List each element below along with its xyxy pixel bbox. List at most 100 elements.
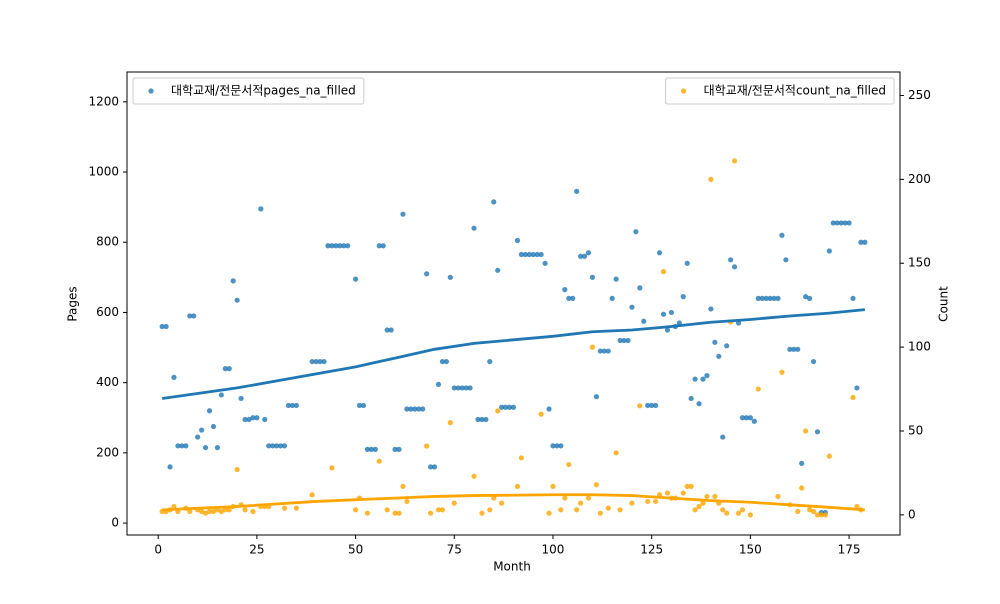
point [747, 415, 753, 421]
point [779, 232, 785, 238]
point [799, 460, 805, 466]
point [775, 295, 781, 302]
point [384, 507, 390, 513]
point [858, 239, 864, 245]
point [692, 376, 698, 382]
point [499, 500, 505, 506]
y-tick-label: 800 [96, 235, 119, 249]
point [242, 416, 248, 423]
point [467, 385, 473, 391]
point [653, 402, 659, 409]
point [704, 493, 710, 500]
point [818, 512, 825, 518]
point [826, 248, 832, 254]
point [795, 346, 801, 352]
point [424, 271, 430, 277]
point [431, 464, 438, 470]
point [518, 251, 524, 258]
point [483, 416, 489, 423]
point [708, 176, 714, 182]
point [250, 508, 256, 515]
point [329, 465, 335, 471]
point [574, 507, 580, 513]
point [633, 229, 639, 235]
point [380, 243, 386, 249]
point [696, 401, 702, 407]
point [660, 311, 667, 317]
point [660, 269, 667, 275]
y2-tick-label: 200 [908, 172, 931, 186]
point [396, 446, 402, 452]
point [526, 251, 532, 258]
point [712, 493, 718, 500]
point [546, 406, 552, 412]
point [333, 243, 339, 249]
point [803, 294, 809, 300]
point [810, 358, 817, 365]
y-axis-label: Pages [66, 286, 80, 321]
y2-tick-label: 250 [908, 88, 931, 102]
point [838, 220, 844, 226]
point [601, 348, 607, 354]
point [416, 406, 422, 412]
legend-marker [148, 88, 154, 94]
point [167, 464, 173, 470]
legend-box [132, 77, 365, 105]
point [684, 483, 690, 489]
y2-tick-label: 50 [908, 423, 923, 437]
point [187, 508, 193, 515]
point [799, 485, 805, 491]
x-tick-label: 50 [348, 543, 363, 557]
point [364, 446, 371, 452]
point [499, 404, 505, 410]
point [195, 434, 201, 440]
point [210, 508, 217, 515]
point [605, 348, 611, 354]
point [554, 443, 560, 449]
point [530, 251, 536, 258]
x-tick-label: 150 [739, 543, 762, 557]
point [803, 428, 809, 434]
point [806, 507, 813, 513]
point [183, 443, 189, 449]
point [708, 306, 714, 312]
point [735, 510, 742, 516]
point [510, 404, 517, 410]
point [175, 443, 181, 449]
point [656, 250, 663, 256]
point [664, 490, 671, 496]
point [435, 507, 442, 513]
point [400, 483, 406, 489]
point [447, 420, 453, 426]
point [704, 373, 710, 379]
point [222, 366, 228, 372]
point [617, 337, 623, 344]
point [566, 295, 572, 302]
point [270, 443, 276, 449]
point [404, 406, 410, 412]
point [700, 500, 706, 506]
point [566, 461, 572, 468]
point [356, 402, 363, 409]
plot-frame [126, 71, 901, 536]
point [688, 395, 694, 402]
point [495, 408, 501, 414]
point [731, 158, 738, 164]
y2-tick-label: 100 [908, 340, 931, 354]
point [542, 260, 548, 266]
point [179, 443, 185, 449]
point [471, 225, 477, 231]
x-tick-label: 25 [249, 543, 264, 557]
point [163, 323, 169, 330]
point [822, 512, 828, 518]
point [558, 443, 564, 449]
point [214, 444, 221, 451]
point [716, 353, 722, 359]
x-axis-label: Month [493, 560, 531, 574]
point [285, 402, 292, 409]
point [854, 385, 860, 391]
x-tick-label: 0 [154, 543, 162, 557]
point [471, 473, 477, 479]
point [739, 507, 746, 513]
point [202, 444, 209, 451]
